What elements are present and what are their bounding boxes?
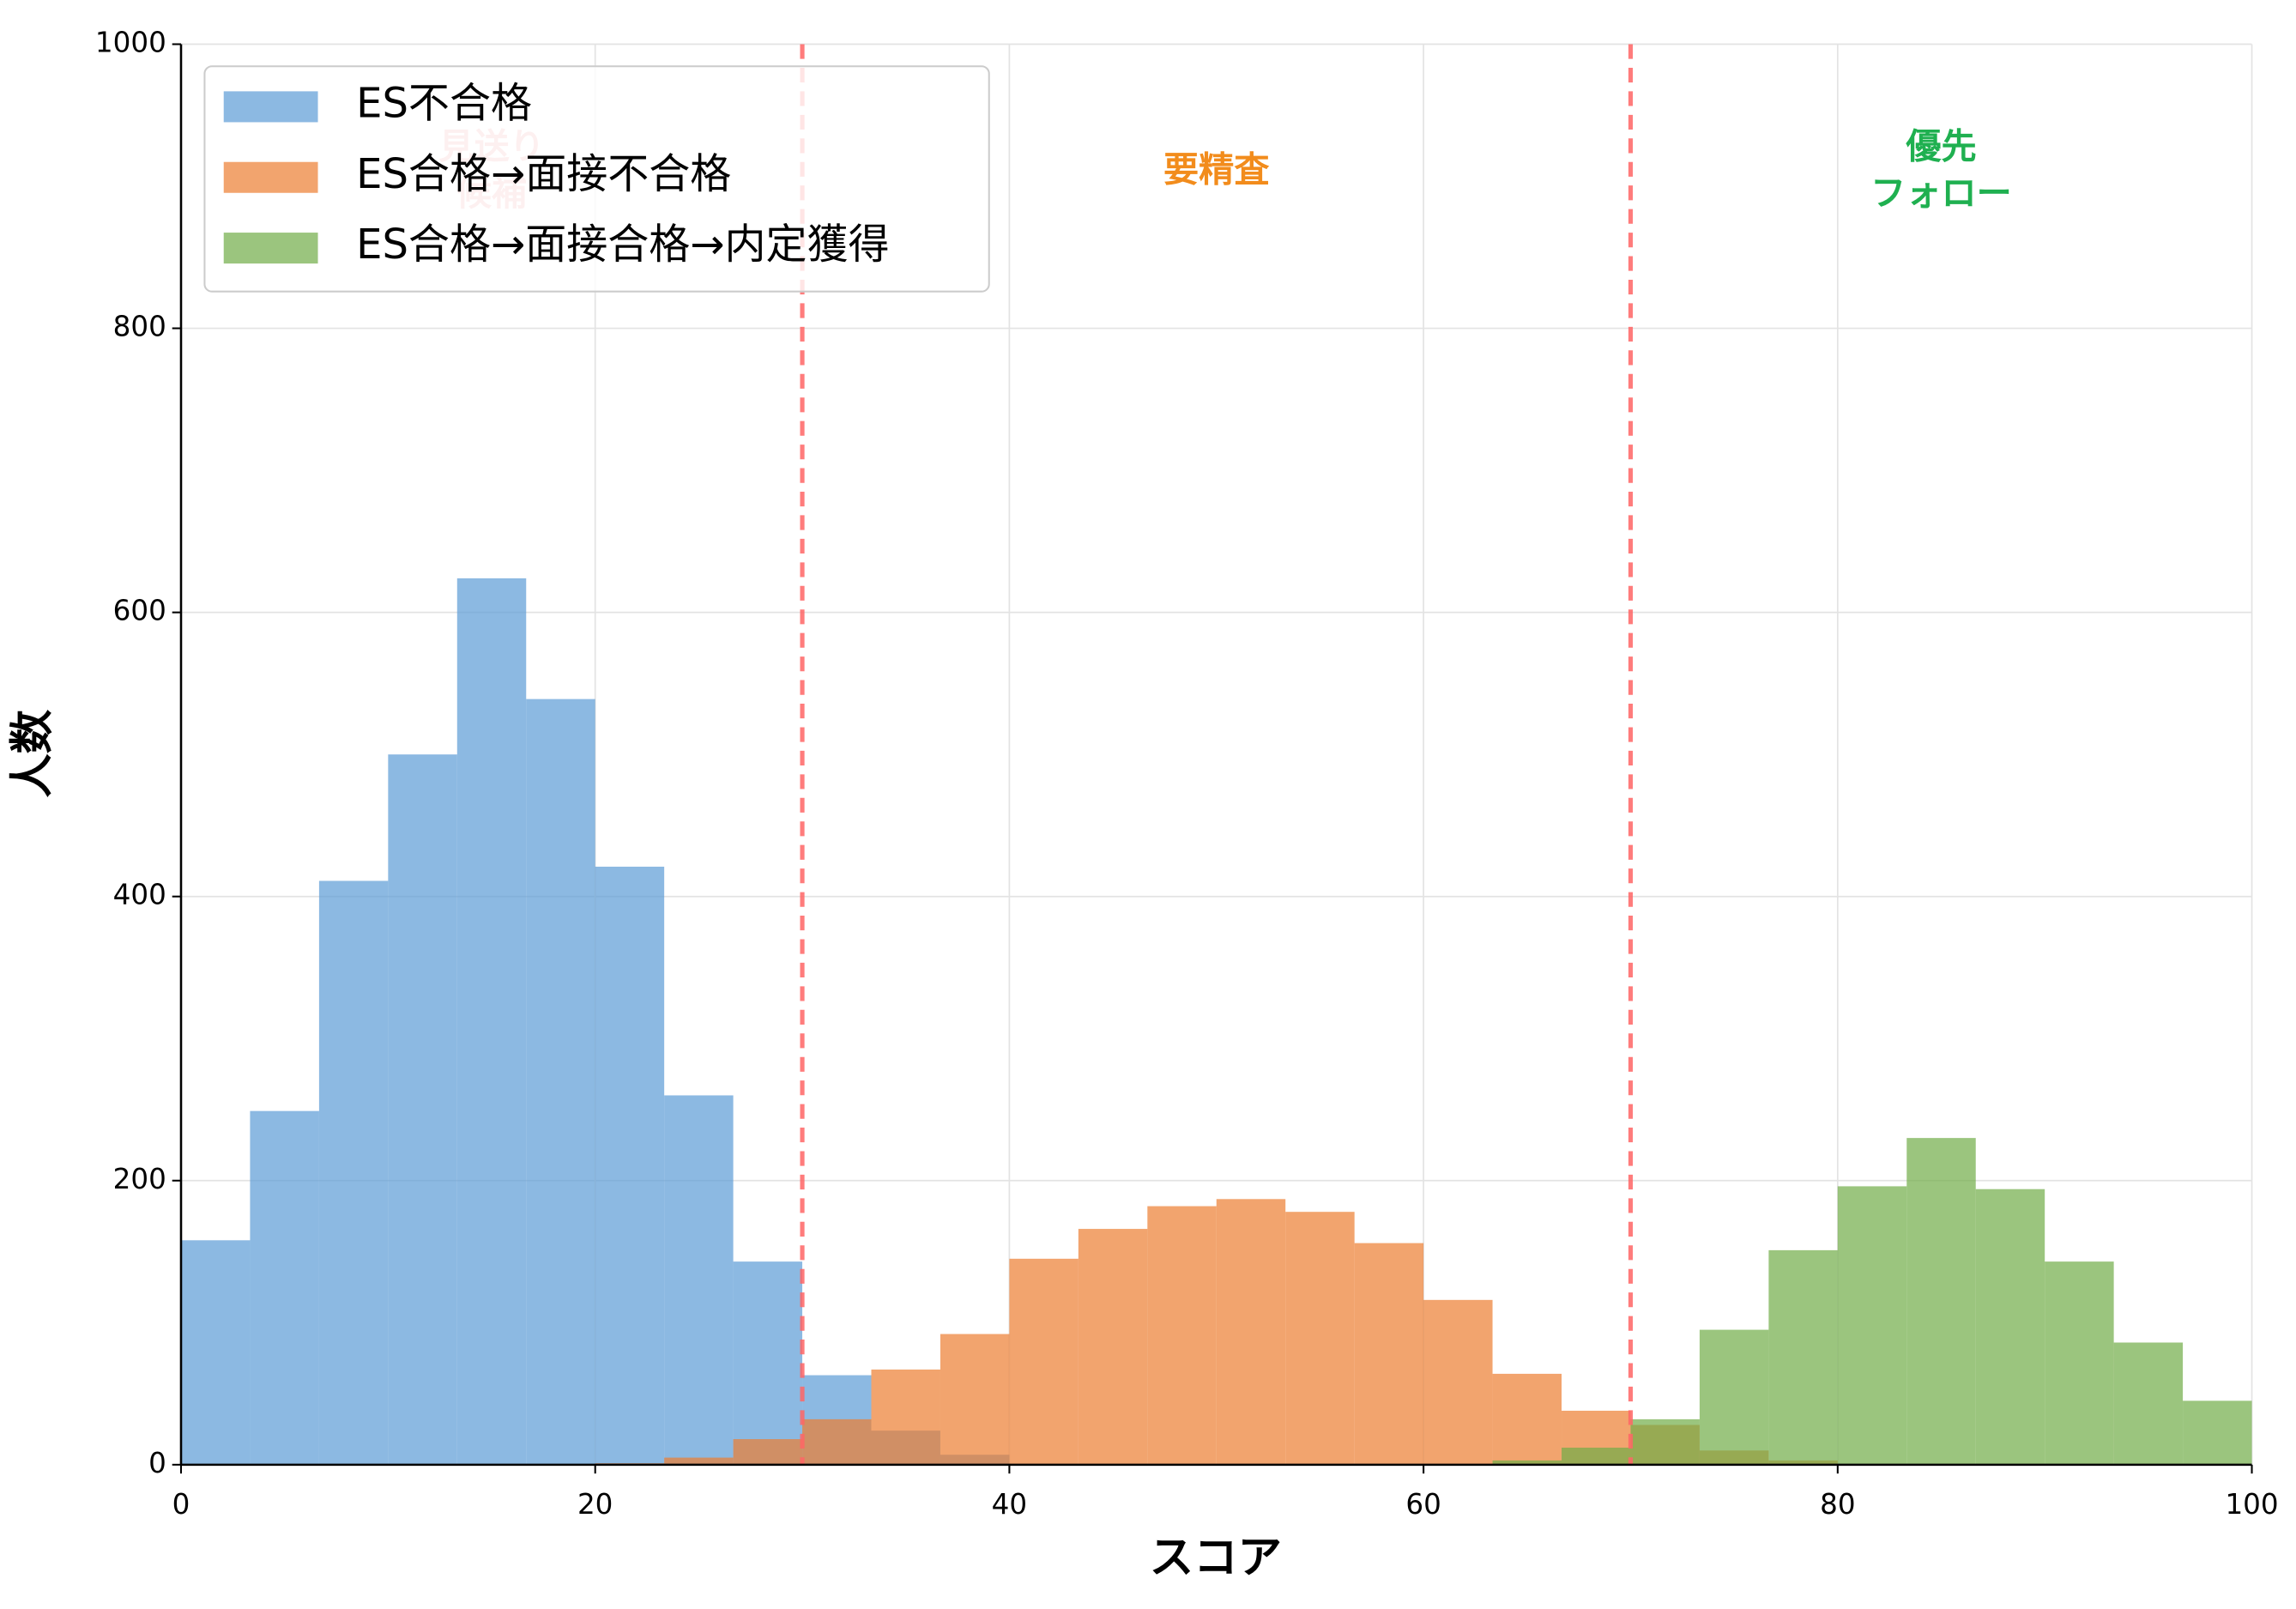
bar — [664, 1095, 734, 1465]
bar — [1078, 1229, 1148, 1465]
x-tick-label: 100 — [2225, 1488, 2278, 1521]
y-tick-label: 800 — [113, 311, 166, 343]
bar — [595, 866, 665, 1465]
legend-label: ES合格→面接不合格 — [356, 150, 731, 198]
bar — [1492, 1373, 1562, 1465]
bar — [1837, 1186, 1907, 1465]
bar — [1562, 1447, 1631, 1465]
annotation: 要精査 — [1163, 149, 1269, 191]
y-axis-label: 人数 — [7, 709, 58, 797]
y-tick-label: 1000 — [95, 27, 166, 59]
bar — [1423, 1299, 1493, 1465]
bar — [1699, 1329, 1769, 1465]
bar — [180, 1240, 251, 1465]
bar — [802, 1418, 872, 1465]
bar — [388, 754, 457, 1465]
bar — [1906, 1138, 1976, 1465]
bar — [250, 1110, 319, 1465]
bar — [1768, 1249, 1838, 1465]
bar — [2183, 1400, 2252, 1465]
bar — [1354, 1243, 1424, 1465]
bar — [456, 578, 527, 1465]
bar — [733, 1439, 803, 1465]
y-tick-label: 200 — [113, 1163, 166, 1195]
bar — [1630, 1418, 1700, 1465]
bar — [1216, 1199, 1286, 1465]
legend-label: ES不合格 — [356, 80, 532, 128]
legend-swatch — [223, 233, 318, 264]
bar — [2045, 1261, 2114, 1465]
bar — [526, 699, 595, 1465]
x-tick-label: 80 — [1820, 1488, 1855, 1521]
bar — [1492, 1460, 1562, 1465]
bar — [318, 880, 389, 1465]
x-axis-label: スコア — [1150, 1532, 1282, 1583]
legend-box — [203, 65, 990, 293]
bar — [1285, 1212, 1355, 1465]
bar — [664, 1457, 734, 1465]
y-tick-label: 600 — [113, 595, 166, 627]
y-tick-label: 400 — [113, 879, 166, 911]
x-tick-label: 60 — [1405, 1488, 1441, 1521]
annotation: 優先フォロー — [1870, 125, 2012, 214]
x-tick-label: 40 — [992, 1488, 1027, 1521]
bar — [871, 1369, 940, 1465]
bar — [1147, 1206, 1217, 1465]
legend-swatch — [223, 161, 318, 193]
bar — [1975, 1189, 2045, 1465]
legend-swatch — [223, 91, 318, 123]
bar — [1009, 1258, 1079, 1465]
bar — [940, 1334, 1010, 1465]
x-tick-label: 0 — [172, 1488, 190, 1521]
bar — [733, 1261, 803, 1465]
bar — [2113, 1342, 2184, 1465]
y-tick-label: 0 — [148, 1447, 166, 1479]
legend-label: ES合格→面接合格→内定獲得 — [356, 221, 889, 269]
x-tick-label: 20 — [577, 1488, 613, 1521]
